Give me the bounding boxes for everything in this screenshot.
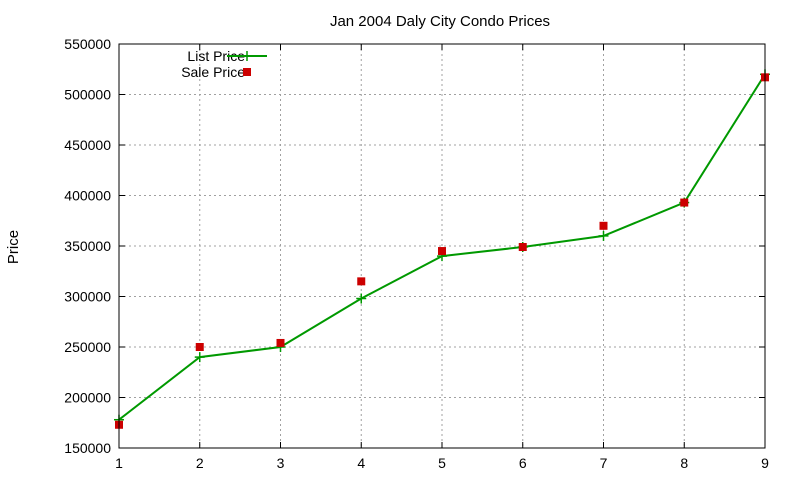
x-tick-label: 9: [761, 455, 769, 471]
y-tick-label: 500000: [64, 87, 111, 103]
x-tick-label: 6: [519, 455, 527, 471]
data-point: [599, 221, 608, 230]
plot-frame: [118, 43, 766, 449]
y-tick-label: 150000: [64, 440, 111, 456]
series-list-price: [114, 69, 770, 425]
data-point: [518, 243, 527, 252]
series-line: [118, 73, 766, 421]
y-tick-label: 450000: [64, 137, 111, 153]
data-point: [598, 230, 609, 241]
legend-label: List Price: [187, 48, 245, 64]
tick-labels: 1500002000002500003000003500004000004500…: [64, 36, 769, 471]
x-tick-label: 1: [115, 455, 123, 471]
x-tick-label: 3: [277, 455, 285, 471]
chart-title: Jan 2004 Daly City Condo Prices: [330, 13, 550, 30]
y-tick-label: 200000: [64, 390, 111, 406]
y-tick-label: 350000: [64, 238, 111, 254]
y-tick-label: 250000: [64, 339, 111, 355]
data-point: [680, 198, 689, 207]
data-point: [195, 343, 204, 351]
data-point: [357, 277, 366, 286]
y-tick-label: 400000: [64, 188, 111, 204]
legend-swatch-marker: [243, 68, 251, 76]
x-tick-label: 4: [357, 455, 365, 471]
data-point: [276, 338, 285, 347]
grid-lines: [118, 43, 766, 449]
legend-label: Sale Price: [181, 64, 245, 80]
data-point: [356, 293, 367, 304]
x-tick-label: 7: [600, 455, 608, 471]
data-point: [438, 247, 446, 256]
x-tick-label: 2: [196, 455, 204, 471]
x-tick-label: 8: [680, 455, 688, 471]
y-tick-label: 300000: [64, 289, 111, 305]
legend-swatch-marker: [242, 51, 252, 61]
y-axis-label: Price: [5, 230, 22, 264]
data-point: [194, 352, 205, 363]
y-tick-label: 550000: [64, 36, 111, 52]
x-tick-label: 5: [438, 455, 446, 471]
